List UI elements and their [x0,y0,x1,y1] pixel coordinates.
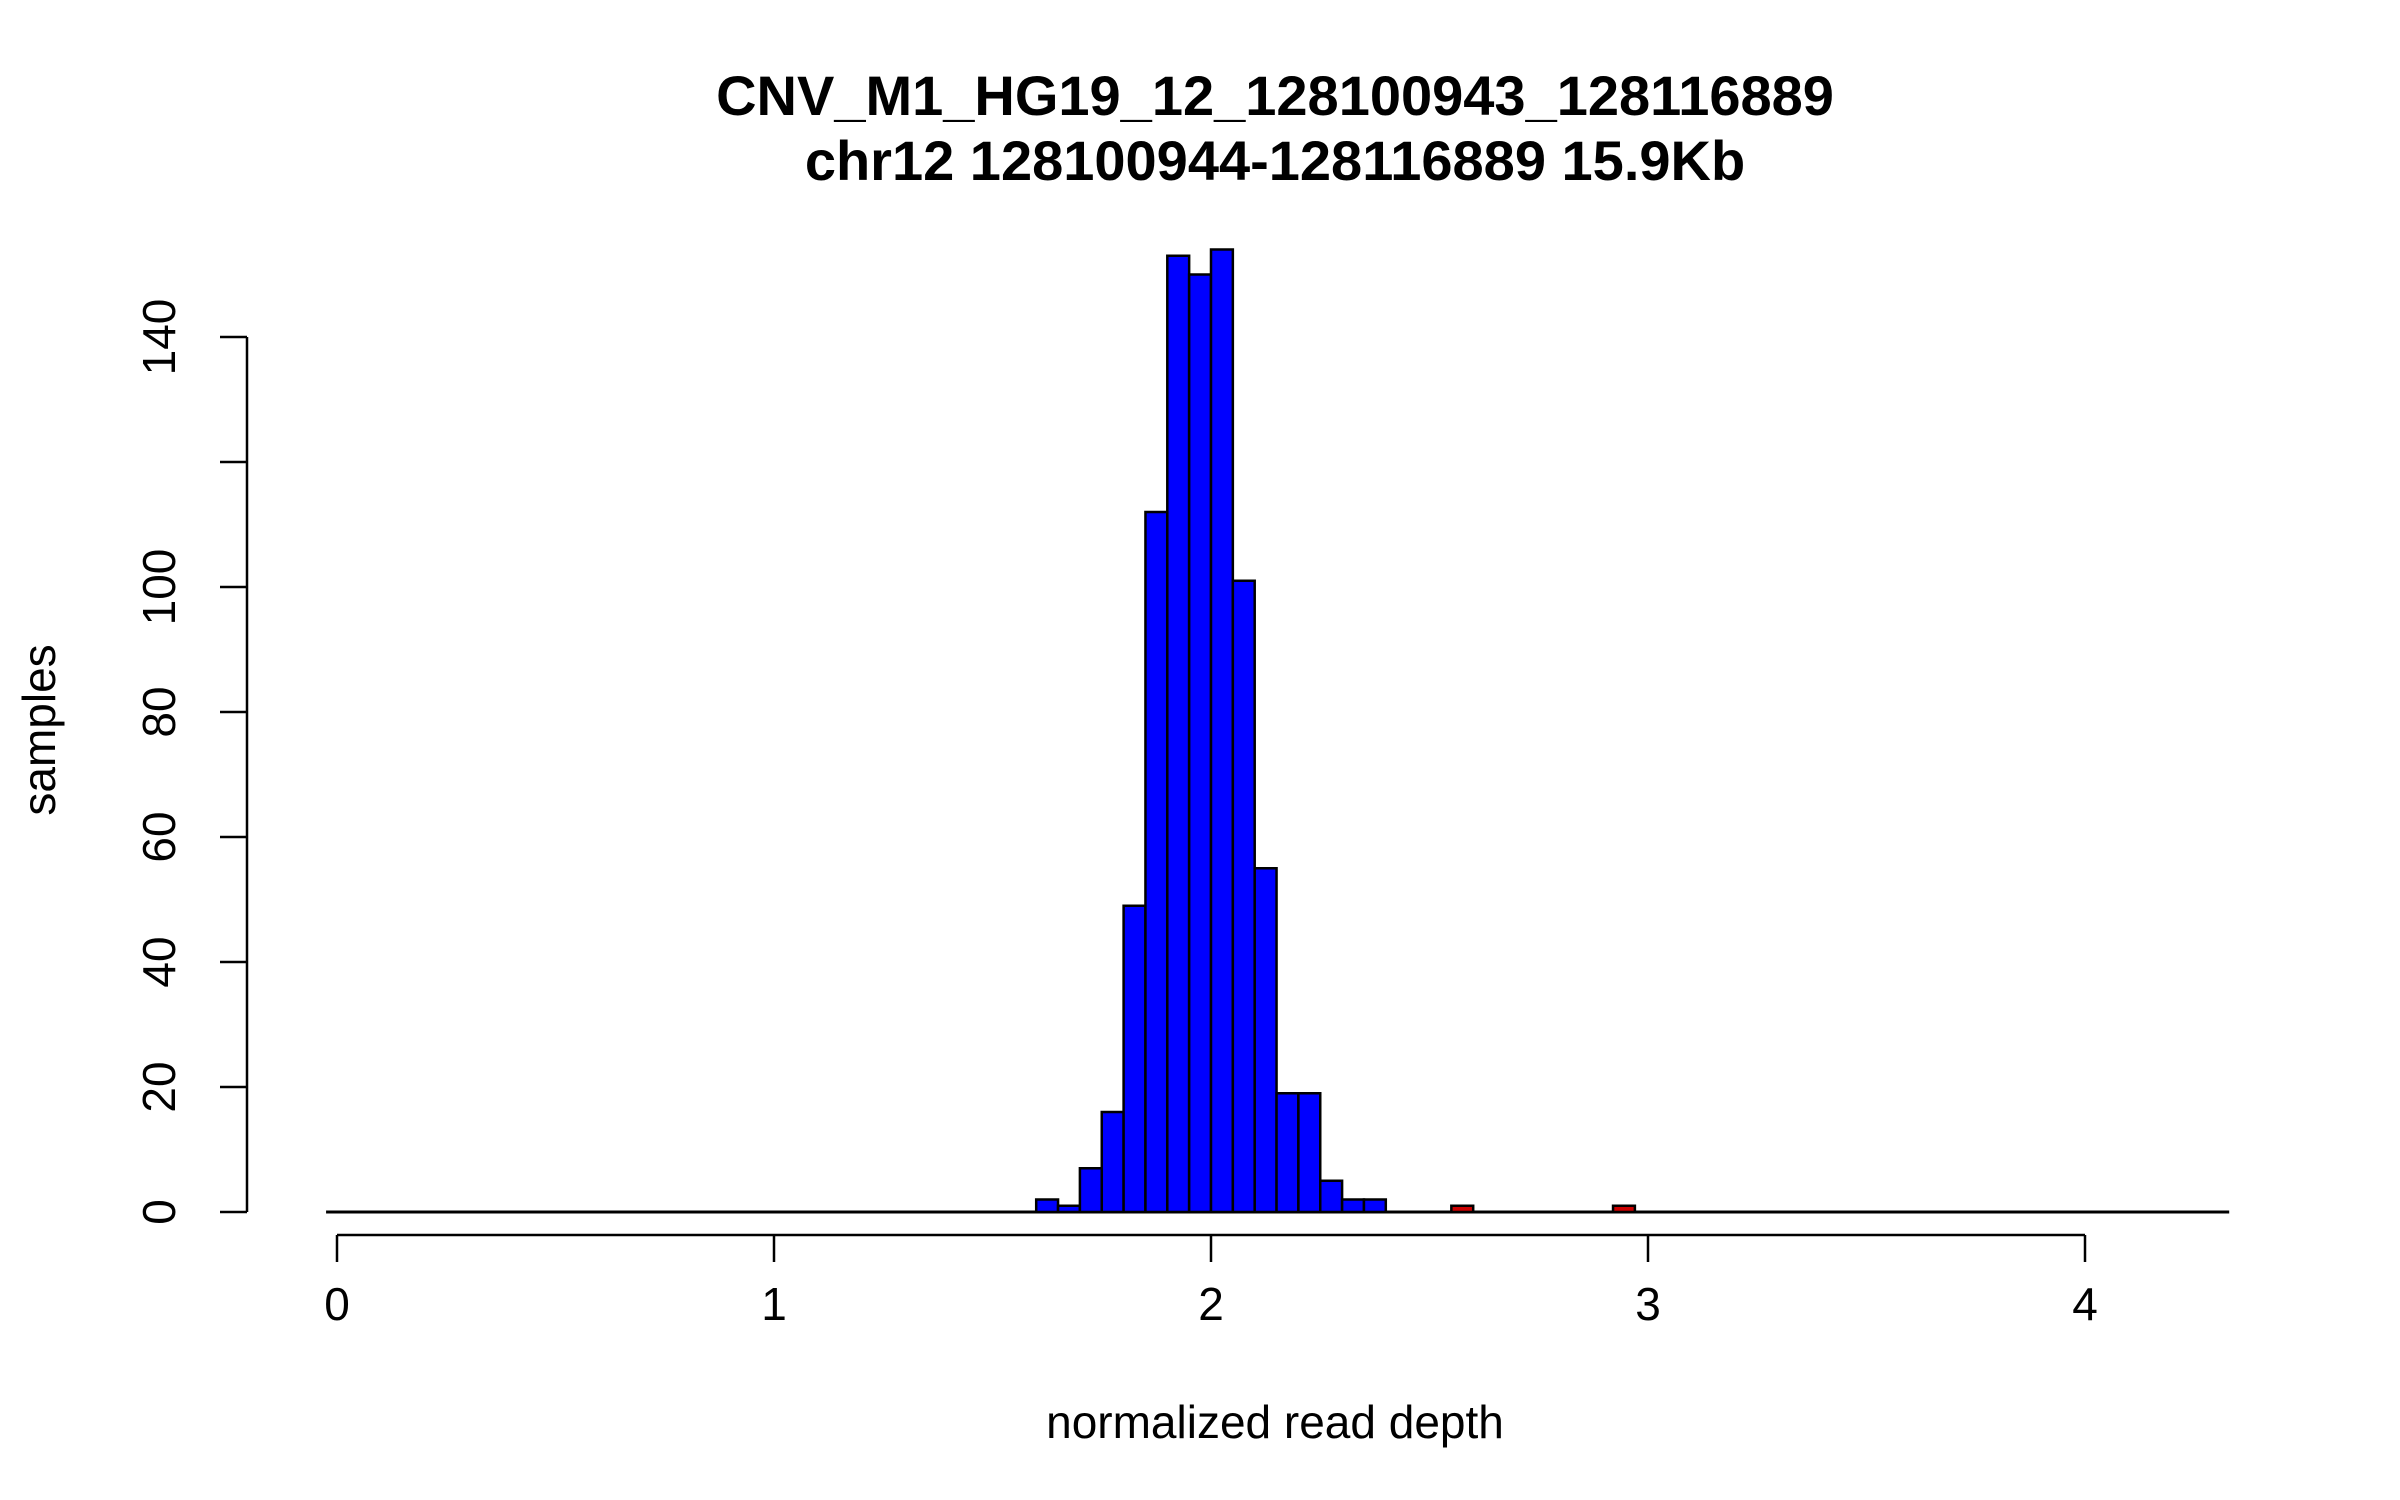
histogram-bar-samples-2 [1078,1167,1104,1214]
histogram-bar-samples-14 [1340,1198,1366,1214]
histogram-bar-samples-12 [1297,1092,1322,1214]
y-tick-label-1: 20 [133,1061,185,1112]
histogram-bar-samples-13 [1319,1179,1344,1214]
histogram-bar-samples-4 [1122,904,1147,1214]
y-tick-label-0: 0 [133,1199,185,1225]
x-axis: 0 1 2 3 4 [324,1233,2098,1330]
x-tick-label-3: 3 [1635,1278,1661,1330]
histogram-bar-samples-6 [1166,254,1191,1214]
histogram-bar-samples-15 [1362,1198,1388,1214]
histogram-bar-samples-10 [1253,867,1278,1214]
y-tick-label-5: 100 [133,549,185,626]
histogram-bar-samples-5 [1144,510,1169,1214]
histogram-bar-samples-1 [1056,1204,1082,1214]
y-tick-label-4: 80 [133,686,185,737]
histogram-bar-samples-0 [1034,1198,1060,1214]
x-tick-label-0: 0 [324,1278,350,1330]
chart-subtitle: chr12 128100944-128116889 15.9Kb [805,129,1745,192]
x-tick-label-2: 2 [1198,1278,1224,1330]
y-axis-label: samples [13,644,65,815]
histogram-bar-samples-8 [1209,248,1235,1214]
histogram-bar-outliers-0 [1450,1204,1475,1214]
y-tick-label-2: 40 [133,936,185,987]
bars-group [326,248,2230,1214]
chart-title: CNV_M1_HG19_12_128100943_128116889 [716,64,1834,127]
x-tick-label-4: 4 [2072,1278,2098,1330]
y-axis: 0 20 40 60 80 100 140 [133,299,249,1225]
x-tick-label-1: 1 [761,1278,787,1330]
histogram-bar-samples-9 [1231,579,1256,1214]
y-tick-label-3: 60 [133,811,185,862]
histogram-bar-outliers-1 [1611,1204,1637,1214]
y-tick-label-7: 140 [133,299,185,376]
x-axis-label: normalized read depth [1046,1396,1504,1448]
histogram-bar-samples-3 [1100,1110,1125,1214]
histogram-bar-samples-11 [1275,1092,1300,1214]
histogram-bar-samples-7 [1187,273,1213,1214]
